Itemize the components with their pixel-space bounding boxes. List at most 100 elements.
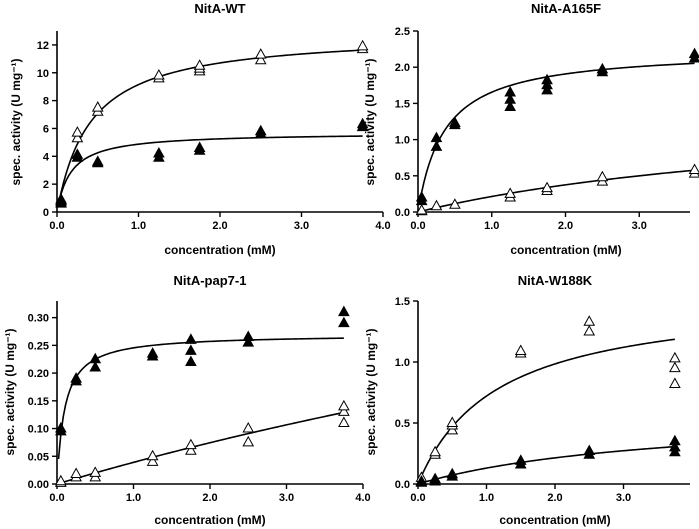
axes: 0.0 1.0 2.0 3.0 4.0 0 2 4 6 8 10 12 — [37, 31, 391, 232]
filled-triangle-point — [669, 434, 681, 446]
open-triangle-point — [446, 416, 459, 427]
x-axis-label: concentration (mM) — [154, 513, 265, 527]
filled-triangle-point — [89, 361, 102, 372]
x-tick-label: 1.0 — [131, 220, 146, 232]
open-triangle-point — [146, 455, 159, 466]
y-tick-label: 0.5 — [395, 171, 410, 183]
panel-nita-w188k: NitA-W188K concentration (mM) spec. acti… — [364, 273, 690, 527]
panel-nita-a165f: NitA-A165F concentration (mM) spec. acti… — [363, 1, 699, 257]
y-tick-label: 0.05 — [28, 451, 49, 463]
x-tick-label: 0.0 — [49, 220, 64, 232]
y-axis-label: spec. activity (U mg⁻¹) — [363, 58, 377, 185]
filled-triangle-point — [193, 141, 206, 152]
x-tick-label: 2.0 — [558, 220, 573, 232]
open-triangle-point — [254, 48, 267, 59]
fit-curve — [419, 169, 695, 213]
filled-triangle-point — [514, 454, 527, 465]
open-triangle-point — [688, 163, 699, 175]
x-tick-label: 3.0 — [294, 220, 309, 232]
fit-curve — [418, 62, 695, 204]
open-triangle-point — [430, 199, 443, 211]
fit-curve — [58, 411, 345, 485]
filled-triangle-point — [446, 467, 459, 479]
x-tick-label: 3.0 — [632, 220, 647, 232]
filled-triangle-point — [70, 372, 82, 383]
x-tick-label: 4.0 — [375, 220, 390, 232]
open-triangle-point — [91, 101, 104, 112]
open-triangle-point — [338, 416, 350, 427]
data-points — [415, 315, 681, 487]
y-tick-label: 1.0 — [395, 135, 410, 147]
y-axis-label: spec. activity (U mg⁻¹) — [9, 58, 23, 185]
x-tick-label: 4.0 — [355, 492, 370, 504]
y-tick-label: 6 — [43, 123, 49, 135]
axes: 0.0 1.0 2.0 3.0 4.0 0.00 0.05 0.10 0.15 0.20 0.25 0… — [28, 301, 371, 504]
x-tick-label: 0.0 — [410, 492, 425, 504]
open-triangle-point — [89, 466, 102, 477]
filled-triangle-point — [583, 444, 596, 456]
filled-triangle-point — [356, 117, 369, 129]
x-axis-label: concentration (mM) — [164, 243, 275, 257]
x-tick-label: 1.0 — [484, 220, 499, 232]
filled-triangle-point — [688, 47, 699, 59]
filled-triangle-point — [185, 333, 197, 344]
y-tick-label: 0.20 — [28, 368, 49, 380]
open-triangle-point — [429, 445, 441, 457]
filled-triangle-point — [89, 352, 102, 364]
fit-curve — [57, 135, 363, 204]
y-tick-label: 0.15 — [28, 396, 49, 408]
y-axis-label: spec. activity (U mg⁻¹) — [3, 328, 17, 455]
filled-triangle-point — [596, 62, 609, 74]
fit-curve — [419, 445, 675, 485]
x-tick-label: 1.0 — [479, 492, 494, 504]
y-tick-label: 0.5 — [395, 418, 410, 430]
x-tick-label: 3.0 — [279, 492, 294, 504]
x-tick-label: 1.0 — [126, 492, 141, 504]
y-tick-label: 12 — [37, 40, 49, 52]
x-tick-label: 2.0 — [547, 492, 562, 504]
fit-curves — [418, 338, 675, 485]
open-triangle-point — [254, 53, 267, 65]
x-axis-label: concentration (mM) — [510, 243, 621, 257]
open-triangle-point — [504, 187, 517, 198]
open-triangle-point — [338, 399, 350, 411]
x-axis-label: concentration (mM) — [499, 513, 610, 527]
filled-triangle-point — [242, 336, 255, 347]
y-tick-label: 0.10 — [28, 424, 49, 436]
open-triangle-point — [242, 435, 255, 447]
open-triangle-point — [193, 59, 206, 70]
filled-triangle-point — [669, 440, 681, 452]
x-tick-label: 0.0 — [49, 492, 64, 504]
data-points — [415, 47, 699, 216]
open-triangle-point — [71, 131, 84, 143]
filled-triangle-point — [430, 140, 443, 151]
panel-nita-pap7-1: NitA-pap7-1 concentration (mM) spec. act… — [3, 273, 371, 527]
y-tick-label: 1.0 — [395, 357, 410, 369]
filled-triangle-point — [430, 131, 443, 143]
filled-triangle-point — [338, 305, 350, 317]
filled-triangle-point — [71, 148, 84, 159]
fit-curve — [57, 49, 363, 204]
open-triangle-point — [242, 422, 255, 433]
fit-curve — [418, 338, 675, 482]
open-triangle-point — [70, 467, 82, 479]
y-tick-label: 0.30 — [28, 313, 49, 325]
y-tick-label: 2 — [43, 179, 49, 191]
filled-triangle-point — [429, 472, 441, 484]
open-triangle-point — [669, 361, 681, 373]
y-axis-label: spec. activity (U mg⁻¹) — [364, 328, 378, 455]
y-tick-label: 0 — [43, 207, 49, 219]
filled-triangle-point — [338, 316, 350, 328]
data-points — [54, 305, 350, 487]
open-triangle-point — [185, 438, 197, 450]
y-tick-label: 4 — [43, 151, 50, 163]
filled-triangle-point — [146, 347, 159, 358]
x-tick-label: 2.0 — [202, 492, 217, 504]
fit-curves — [57, 337, 345, 485]
open-triangle-point — [356, 39, 369, 51]
open-triangle-point — [583, 324, 596, 336]
x-tick-label: 2.0 — [212, 220, 227, 232]
filled-triangle-point — [504, 100, 517, 112]
y-tick-label: 0.00 — [28, 479, 49, 491]
